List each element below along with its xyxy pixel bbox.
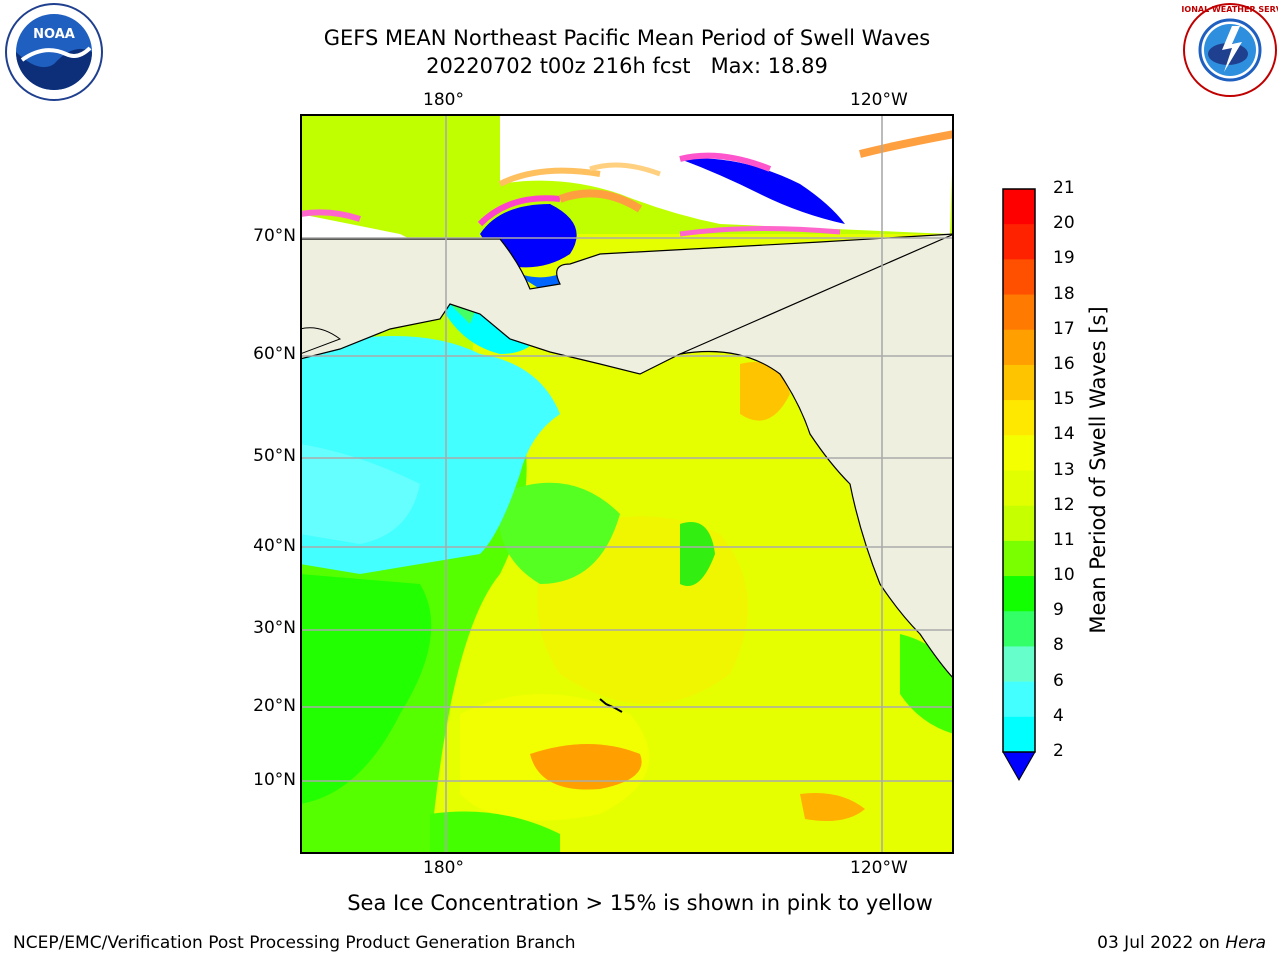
lon-label-top-120w: 120°W bbox=[850, 90, 908, 110]
colorbar-frame bbox=[1002, 188, 1036, 753]
graticule bbox=[300, 114, 954, 854]
colorbar-tick-11: 11 bbox=[1053, 529, 1075, 550]
colorbar-tick-4: 4 bbox=[1053, 705, 1064, 726]
colorbar-tick-18: 18 bbox=[1053, 283, 1075, 304]
colorbar-tick-8: 8 bbox=[1053, 635, 1064, 656]
colorbar-tick-13: 13 bbox=[1053, 459, 1075, 480]
colorbar-band-19 bbox=[1003, 224, 1035, 260]
colorbar-tick-19: 19 bbox=[1053, 248, 1075, 269]
colorbar-tick-14: 14 bbox=[1053, 424, 1075, 445]
lat-label-40n: 40°N bbox=[253, 536, 296, 556]
sea-ice-note: Sea Ice Concentration > 15% is shown in … bbox=[347, 891, 933, 915]
colorbar-band-10 bbox=[1003, 540, 1035, 577]
map-title: GEFS MEAN Northeast Pacific Mean Period … bbox=[323, 26, 931, 50]
swell-zone-8s-b bbox=[300, 444, 420, 544]
date-text: 03 Jul 2022 on Hera bbox=[1097, 933, 1266, 953]
swell-zone-17s-b bbox=[800, 793, 865, 822]
colorbar-band-14 bbox=[1003, 400, 1035, 436]
sea-ice-edge-east bbox=[679, 152, 772, 172]
noaa-logo-text: NOAA bbox=[33, 27, 75, 42]
swell-period-map bbox=[300, 114, 954, 854]
swell-zone-10s-b bbox=[680, 522, 715, 586]
lat-label-20n: 20°N bbox=[253, 696, 296, 716]
colorbar-band-20 bbox=[1003, 189, 1035, 225]
colorbar-band-17 bbox=[1003, 294, 1035, 331]
colorbar-band-6 bbox=[1003, 646, 1035, 683]
colorbar-band-4 bbox=[1003, 681, 1035, 718]
noaa-logo: NOAA bbox=[5, 3, 103, 101]
colorbar bbox=[1002, 188, 1036, 782]
lon-label-top-180: 180° bbox=[423, 90, 464, 110]
lat-label-30n: 30°N bbox=[253, 618, 296, 638]
date-value: 03 Jul 2022 on bbox=[1097, 933, 1226, 953]
swell-zone-17s-a bbox=[530, 744, 642, 790]
colorbar-tick-12: 12 bbox=[1053, 494, 1075, 515]
sea-ice-edge-west bbox=[477, 195, 561, 227]
lat-label-50n: 50°N bbox=[253, 446, 296, 466]
colorbar-tick-10: 10 bbox=[1053, 565, 1075, 586]
colorbar-band-12 bbox=[1003, 470, 1035, 507]
colorbar-tick-9: 9 bbox=[1053, 600, 1064, 621]
colorbar-tick-6: 6 bbox=[1053, 670, 1064, 691]
colorbar-tick-15: 15 bbox=[1053, 389, 1075, 410]
lat-label-10n: 10°N bbox=[253, 770, 296, 790]
colorbar-label: Mean Period of Swell Waves [s] bbox=[1086, 306, 1110, 634]
colorbar-extend-arrow bbox=[1002, 751, 1036, 782]
nws-logo: NATIONAL WEATHER SERVICE bbox=[1182, 3, 1278, 97]
colorbar-tick-2: 2 bbox=[1053, 741, 1064, 761]
lon-label-bottom-120w: 120°W bbox=[850, 858, 908, 878]
swell-zone-2s-beaufort bbox=[680, 158, 845, 224]
colorbar-band-16 bbox=[1003, 329, 1035, 366]
colorbar-tick-16: 16 bbox=[1053, 353, 1075, 374]
colorbar-tick-17: 17 bbox=[1053, 318, 1075, 339]
lat-label-70n: 70°N bbox=[253, 226, 296, 246]
colorbar-band-15 bbox=[1003, 364, 1035, 401]
swell-zone-16s bbox=[740, 362, 790, 421]
colorbar-band-8 bbox=[1003, 611, 1035, 647]
lon-label-bottom-180: 180° bbox=[423, 858, 464, 878]
swell-zone-11s-d bbox=[430, 811, 560, 854]
nws-logo-text: NATIONAL WEATHER SERVICE bbox=[1182, 5, 1278, 14]
swell-zone-11s-b bbox=[498, 482, 620, 584]
colorbar-band-9 bbox=[1003, 576, 1035, 612]
colorbar-tick-21: 21 bbox=[1053, 178, 1075, 198]
map-frame bbox=[300, 114, 954, 854]
colorbar-band-2 bbox=[1003, 716, 1035, 753]
land-north-america bbox=[679, 233, 954, 680]
map-subtitle: 20220702 t00z 216h fcst Max: 18.89 bbox=[426, 54, 828, 78]
colorbar-band-11 bbox=[1003, 505, 1035, 542]
hawaiian-islands bbox=[599, 698, 623, 713]
host-name: Hera bbox=[1225, 933, 1266, 953]
lat-label-60n: 60°N bbox=[253, 344, 296, 364]
credit-text: NCEP/EMC/Verification Post Processing Pr… bbox=[13, 933, 576, 953]
colorbar-tick-20: 20 bbox=[1053, 213, 1075, 234]
colorbar-band-13 bbox=[1003, 435, 1035, 471]
swell-zone-10s bbox=[300, 574, 432, 804]
colorbar-band-18 bbox=[1003, 259, 1035, 296]
